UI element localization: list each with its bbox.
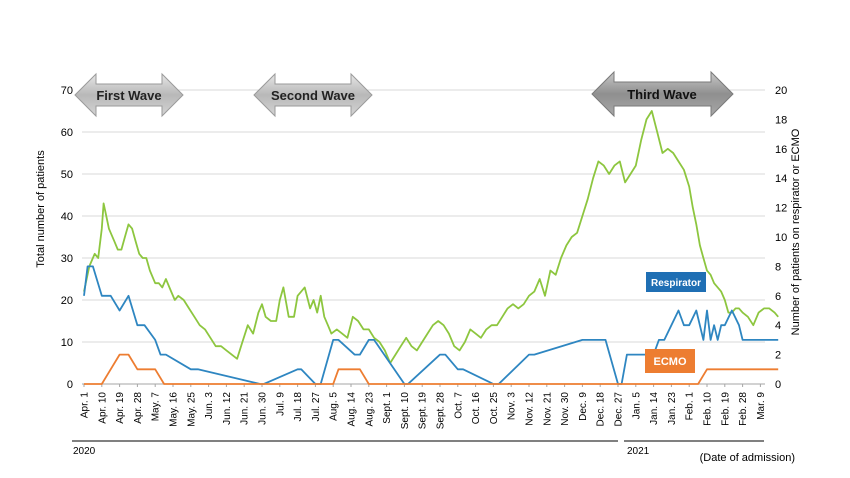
x-tick-label: Mar. 9 <box>756 392 767 420</box>
x-tick-label: Dec. 27 <box>614 392 625 427</box>
x-axis-title: (Date of admission) <box>700 452 795 464</box>
x-tick-label: Apr. 19 <box>115 392 126 424</box>
x-tick-label: Jun. 3 <box>204 392 215 420</box>
gridlines <box>82 89 765 343</box>
x-tick-label: Jan. 23 <box>667 392 678 425</box>
x-tick-label: Aug. 23 <box>364 392 375 427</box>
y-left-tick-label: 10 <box>61 337 73 349</box>
x-tick-label: Sept. 19 <box>418 392 429 430</box>
wave-arrow-second: Second Wave <box>253 72 373 118</box>
x-tick-label: Sept. 10 <box>400 392 411 430</box>
x-tick-label: Aug. 14 <box>347 392 358 427</box>
y-right-tick-label: 16 <box>775 144 787 156</box>
x-tick-label: Apr. 28 <box>133 392 144 424</box>
wave-label-first: First Wave <box>96 88 161 103</box>
y-left-tick-label: 50 <box>61 169 73 181</box>
x-tick-label: Nov. 21 <box>542 392 553 426</box>
x-tick-label: Oct. 7 <box>453 392 464 419</box>
year-bracket-2020: 2020 <box>72 440 618 457</box>
year-bracket-2021: 2021 <box>624 440 764 457</box>
x-tick-label: Feb. 28 <box>738 392 749 426</box>
y-left-tick-label: 0 <box>67 379 73 391</box>
wave-arrow-first: First Wave <box>74 72 184 118</box>
x-tick-label: Feb. 19 <box>720 392 731 426</box>
x-tick-label: May. 16 <box>169 392 180 427</box>
y-right-tick-label: 10 <box>775 232 787 244</box>
ecmo-label-box: ECMO <box>645 349 695 373</box>
respirator-label: Respirator <box>651 278 701 289</box>
series-line-ecmo <box>84 353 779 385</box>
series-line-total <box>83 110 779 364</box>
x-tick-label: Jul. 9 <box>275 392 286 416</box>
y-axis-right-title: Number of patients on respirator or ECMO <box>790 128 802 335</box>
y-right-tick-label: 18 <box>775 114 787 126</box>
y-left-tick-label: 60 <box>61 127 73 139</box>
x-tick-label: Apr. 10 <box>97 392 108 424</box>
x-tick-label: Dec. 9 <box>578 392 589 421</box>
y-right-tick-label: 12 <box>775 203 787 215</box>
x-tick-label: Jun. 12 <box>222 392 233 425</box>
y-right-tick-label: 6 <box>775 291 781 303</box>
x-tick-label: Sept. 28 <box>436 392 447 430</box>
ecmo-label: ECMO <box>654 356 687 368</box>
x-tick-label: Jul. 27 <box>311 392 322 422</box>
x-tick-label: May. 7 <box>151 392 162 422</box>
y-right-tick-label: 0 <box>775 379 781 391</box>
x-tick-label: Oct. 25 <box>489 392 500 425</box>
x-tick-label: Nov. 3 <box>507 392 518 421</box>
y-left-tick-label: 20 <box>61 295 73 307</box>
x-tick-label: Aug. 5 <box>329 392 340 421</box>
x-tick-label: Feb. 1 <box>685 392 696 421</box>
wave-label-third: Third Wave <box>627 87 697 102</box>
y-right-tick-label: 20 <box>775 85 787 97</box>
y-left-tick-label: 70 <box>61 85 73 97</box>
axes: 0 10 20 30 40 50 60 70 0 2 4 6 8 10 12 14 16 18 20 Apr. 1 Ap… <box>61 85 788 429</box>
x-tick-label: Dec. 18 <box>596 392 607 427</box>
x-tick-label: May. 25 <box>186 392 197 427</box>
y-left-tick-label: 30 <box>61 253 73 265</box>
y-right-tick-label: 14 <box>775 173 787 185</box>
x-tick-label: Nov. 12 <box>525 392 536 426</box>
x-tick-label: Jun. 21 <box>240 392 251 425</box>
x-tick-label: Nov. 30 <box>560 392 571 426</box>
x-tick-label: Oct. 16 <box>471 392 482 425</box>
x-tick-label: Jul. 18 <box>293 392 304 422</box>
x-tick-label: Jan. 5 <box>631 392 642 420</box>
y-left-tick-label: 40 <box>61 211 73 223</box>
y-axis-left-title: Total number of patients <box>35 150 47 268</box>
x-tick-label: Jun. 30 <box>258 392 269 425</box>
series-line-respirator <box>83 265 779 385</box>
wave-label-second: Second Wave <box>271 88 355 103</box>
x-tick-label: Apr. 1 <box>80 392 91 419</box>
x-tick-label: Jan. 14 <box>649 392 660 425</box>
y-right-tick-label: 2 <box>775 350 781 362</box>
year-label-2021: 2021 <box>627 446 650 457</box>
year-label-2020: 2020 <box>73 446 96 457</box>
x-tick-label: Sept. 1 <box>382 392 393 424</box>
wave-arrow-third: Third Wave <box>591 70 734 118</box>
y-right-tick-label: 8 <box>775 261 781 273</box>
series <box>83 110 779 385</box>
x-tick-label: Feb. 10 <box>703 392 714 426</box>
y-right-tick-label: 4 <box>775 320 781 332</box>
respirator-label-box: Respirator <box>646 272 706 292</box>
